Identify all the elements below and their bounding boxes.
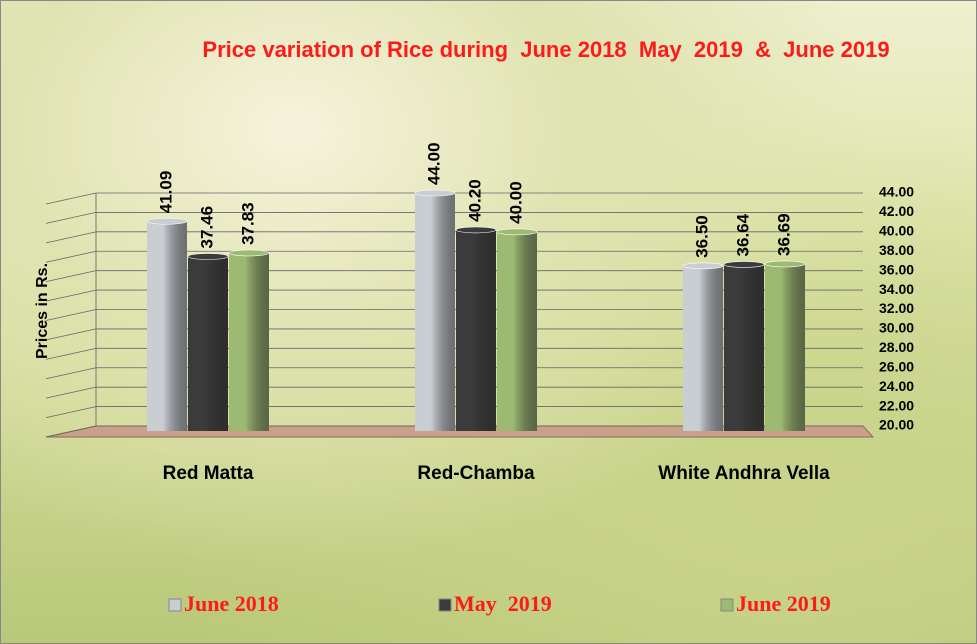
data-label: 36.64	[733, 213, 752, 256]
bar-top	[228, 249, 270, 257]
data-label: 41.09	[156, 171, 175, 214]
bar-top	[496, 228, 538, 236]
bar-shade	[765, 263, 805, 431]
bar-shade	[497, 231, 537, 431]
bar-shade	[188, 256, 228, 431]
grid-line-side	[45, 347, 97, 360]
y-tick-label: 28.00	[879, 339, 914, 355]
grid-line-side	[45, 192, 97, 205]
grid-line-side	[45, 289, 97, 302]
bar-shade	[415, 193, 455, 431]
grid-line-side	[45, 425, 97, 438]
x-tick-label: Red Matta	[163, 463, 254, 484]
y-tick-label: 26.00	[879, 358, 914, 374]
bar-shade	[724, 264, 764, 431]
y-tick-label: 40.00	[879, 223, 914, 239]
bar-top	[187, 253, 229, 260]
bar-top	[455, 226, 497, 234]
y-tick-label: 22.00	[879, 397, 914, 413]
y-axis-title: Prices in Rs.	[34, 263, 51, 359]
grid-line-side	[45, 250, 97, 263]
grid-line-side	[45, 270, 97, 283]
y-tick-label: 30.00	[879, 320, 914, 336]
data-label: 44.00	[424, 142, 443, 185]
x-tick-label: White Andhra Vella	[658, 463, 830, 484]
legend-label: June 2018	[184, 591, 279, 616]
y-tick-label: 20.00	[879, 417, 914, 433]
chart-title: Price variation of Rice during June 2018…	[202, 37, 890, 62]
x-tick-label: Red-Chamba	[417, 463, 535, 484]
grid-line-side	[45, 309, 97, 321]
grid-line-side	[45, 231, 97, 244]
y-tick-label: 24.00	[879, 378, 914, 394]
y-tick-label: 42.00	[879, 203, 914, 219]
y-tick-label: 44.00	[879, 184, 914, 200]
y-tick-label: 38.00	[879, 242, 914, 258]
bar-top	[764, 260, 806, 268]
bar-shade	[456, 229, 496, 431]
bar-top	[146, 217, 188, 225]
bar-top	[682, 262, 724, 270]
legend-label: May 2019	[454, 591, 552, 616]
data-label: 36.69	[774, 213, 793, 256]
data-label: 37.46	[197, 206, 216, 249]
bar-shade	[147, 221, 187, 431]
grid-line-side	[45, 406, 97, 418]
y-tick-label: 34.00	[879, 281, 914, 297]
bar-shade	[683, 265, 723, 431]
data-label: 36.50	[692, 215, 711, 258]
y-tick-label: 32.00	[879, 300, 914, 316]
legend-label: June 2019	[736, 591, 831, 616]
data-label: 40.00	[506, 181, 525, 224]
grid-line-side	[45, 367, 97, 380]
legend-marker	[438, 598, 452, 612]
grid-line-side	[45, 328, 97, 341]
y-tick-label: 36.00	[879, 261, 914, 277]
legend-marker	[720, 598, 734, 612]
grid-line-side	[45, 212, 97, 224]
bar-top	[414, 189, 456, 197]
legend-marker	[168, 598, 182, 612]
grid-line-side	[45, 386, 97, 399]
bar-top	[723, 261, 765, 268]
data-label: 40.20	[465, 179, 484, 222]
bar-shade	[229, 252, 269, 431]
data-label: 37.83	[238, 202, 257, 245]
